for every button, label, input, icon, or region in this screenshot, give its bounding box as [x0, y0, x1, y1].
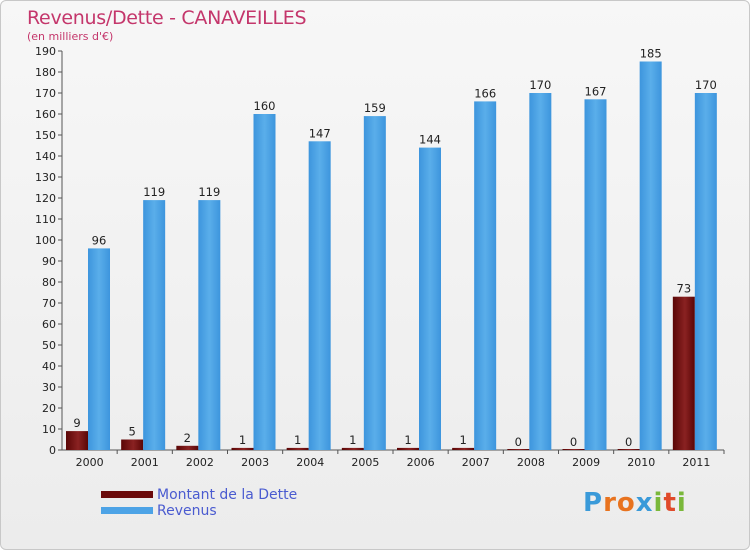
- x-tick-label: 2011: [682, 456, 710, 469]
- revenue-value-label: 166: [474, 86, 496, 100]
- debt-value-label: 73: [677, 282, 692, 296]
- logo-letter: i: [676, 488, 687, 518]
- revenue-value-label: 159: [364, 101, 386, 115]
- debt-bar: [562, 449, 585, 450]
- legend-swatch-dette: [101, 491, 153, 498]
- y-tick-label: 110: [35, 213, 56, 226]
- y-tick-label: 50: [42, 339, 56, 352]
- y-tick-label: 140: [35, 150, 56, 163]
- debt-value-label: 1: [294, 433, 301, 447]
- revenue-bar: [198, 200, 221, 450]
- x-tick-label: 2008: [517, 456, 545, 469]
- revenue-value-label: 170: [695, 78, 717, 92]
- debt-value-label: 0: [625, 435, 632, 449]
- debt-value-label: 1: [404, 433, 411, 447]
- x-tick-label: 2004: [296, 456, 324, 469]
- legend-label-dette: Montant de la Dette: [157, 487, 298, 503]
- y-tick-label: 90: [42, 255, 56, 268]
- logo-letter: r: [603, 488, 617, 518]
- y-tick-label: 160: [35, 108, 56, 121]
- y-tick-label: 80: [42, 276, 56, 289]
- revenue-bar: [529, 93, 552, 450]
- debt-bar: [121, 439, 144, 450]
- y-tick-label: 40: [42, 360, 56, 373]
- debt-bar: [397, 447, 419, 450]
- logo-letter: P: [583, 488, 604, 518]
- revenue-bar: [143, 200, 166, 450]
- x-tick-label: 2010: [627, 456, 655, 469]
- debt-bar: [452, 447, 475, 450]
- revenue-bar: [88, 248, 110, 450]
- debt-value-label: 9: [73, 416, 80, 430]
- x-tick-label: 2006: [407, 456, 435, 469]
- debt-value-label: 5: [129, 425, 136, 439]
- revenue-value-label: 170: [529, 78, 551, 92]
- debt-bar: [66, 431, 88, 450]
- debt-value-label: 0: [570, 435, 577, 449]
- debt-bar: [672, 296, 695, 450]
- y-tick-label: 60: [42, 318, 56, 331]
- debt-value-label: 1: [349, 433, 356, 447]
- proxiti-logo: Proxiti: [583, 488, 687, 518]
- revenue-bar: [253, 114, 276, 450]
- debt-bar: [341, 447, 364, 450]
- chart-title: Revenus/Dette - CANAVEILLES: [27, 7, 307, 29]
- logo-letter: t: [663, 488, 677, 518]
- revenue-value-label: 185: [640, 47, 662, 61]
- debt-bar: [507, 449, 530, 450]
- revenue-value-label: 119: [198, 185, 220, 199]
- x-tick-label: 2001: [131, 456, 159, 469]
- debt-value-label: 1: [460, 433, 467, 447]
- revenue-value-label: 144: [419, 133, 441, 147]
- logo-letter: x: [635, 488, 654, 518]
- y-tick-label: 130: [35, 171, 56, 184]
- legend-label-revenus: Revenus: [157, 503, 217, 519]
- debt-bar: [176, 445, 199, 450]
- x-tick-label: 2003: [241, 456, 269, 469]
- debt-bar: [231, 447, 254, 450]
- x-tick-label: 2009: [572, 456, 600, 469]
- y-tick-label: 0: [49, 444, 56, 457]
- y-tick-label: 10: [42, 423, 56, 436]
- debt-bar: [286, 447, 309, 450]
- logo-letter: i: [653, 488, 664, 518]
- x-tick-label: 2000: [76, 456, 104, 469]
- revenue-bar: [694, 93, 717, 450]
- revenue-bar: [584, 99, 607, 451]
- x-tick-label: 2002: [186, 456, 214, 469]
- revenue-bar: [639, 61, 662, 450]
- logo-letter: o: [616, 488, 636, 518]
- chart-subtitle: (en milliers d'€): [27, 30, 114, 43]
- revenue-bar: [308, 141, 331, 451]
- y-tick-label: 100: [35, 234, 56, 247]
- revenue-value-label: 96: [92, 233, 107, 247]
- debt-value-label: 0: [515, 435, 522, 449]
- revenue-value-label: 119: [143, 185, 165, 199]
- legend-swatch-revenus: [101, 507, 153, 514]
- revenue-bar: [419, 147, 441, 450]
- y-tick-label: 170: [35, 87, 56, 100]
- x-tick-label: 2007: [462, 456, 490, 469]
- debt-bar: [617, 449, 640, 450]
- y-tick-label: 30: [42, 381, 56, 394]
- revenue-bar: [363, 116, 386, 450]
- y-tick-label: 180: [35, 66, 56, 79]
- revenue-bar: [474, 101, 497, 451]
- revenue-value-label: 167: [585, 84, 607, 98]
- debt-value-label: 2: [184, 431, 191, 445]
- x-tick-label: 2005: [351, 456, 379, 469]
- revenue-value-label: 147: [309, 126, 331, 140]
- debt-value-label: 1: [239, 433, 246, 447]
- y-tick-label: 70: [42, 297, 56, 310]
- y-tick-label: 150: [35, 129, 56, 142]
- revenue-value-label: 160: [254, 99, 276, 113]
- y-tick-label: 120: [35, 192, 56, 205]
- y-tick-label: 20: [42, 402, 56, 415]
- y-tick-label: 190: [35, 45, 56, 58]
